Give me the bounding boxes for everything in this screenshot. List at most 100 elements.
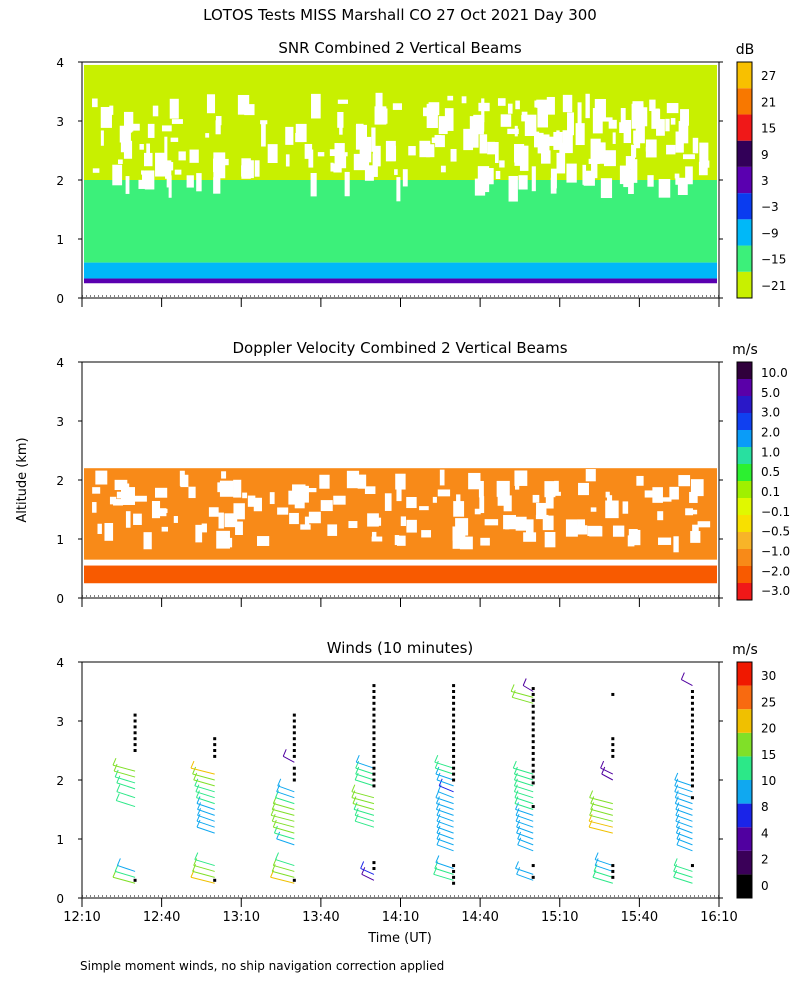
wind-barb-flag [195, 784, 200, 792]
doppler-gap [689, 491, 698, 503]
wind-barb [196, 797, 215, 805]
wind-barb [355, 779, 375, 787]
snr-gap [670, 118, 676, 125]
wind-barb [272, 808, 295, 816]
missing-wind-marker [292, 725, 296, 729]
snr-gap [630, 159, 638, 183]
wind-barb-flag [116, 784, 121, 792]
snr-gap [215, 177, 220, 193]
wind-barb-flag [512, 760, 517, 769]
snr-gap [567, 112, 574, 136]
snr-gap [500, 114, 512, 127]
x-tick-label: 15:10 [541, 910, 578, 925]
snr-gap [562, 130, 573, 154]
colorbar-swatch [737, 481, 752, 498]
missing-wind-marker [531, 722, 535, 726]
wind-barb-flag [434, 760, 439, 769]
missing-wind-marker [213, 878, 217, 882]
colorbar-swatch [737, 396, 752, 413]
missing-wind-marker [372, 749, 376, 752]
snr-gap [295, 123, 307, 143]
wind-barb-flag [673, 870, 678, 878]
snr-gap [152, 105, 159, 117]
snr-gap [267, 144, 278, 163]
snr-gap [374, 106, 387, 125]
missing-wind-marker [690, 737, 694, 741]
snr-gap [461, 96, 467, 104]
doppler-gap [395, 473, 406, 490]
wind-barb [512, 696, 534, 704]
x-tick-label: 12:40 [143, 910, 180, 925]
wind-barb [272, 820, 295, 828]
doppler-gap [92, 487, 101, 494]
y-tick-label: 1 [56, 833, 64, 847]
snr-gap [396, 177, 401, 202]
wind-barb [516, 826, 534, 834]
missing-wind-marker [372, 690, 376, 693]
colorbar-swatch [737, 114, 752, 141]
doppler-gap [114, 479, 128, 491]
doppler-gap [690, 479, 704, 497]
missing-wind-marker [531, 734, 535, 738]
x-tick-label: 14:40 [461, 910, 498, 925]
missing-wind-marker [372, 867, 376, 870]
wind-barb-flag [516, 819, 521, 828]
colorbar-swatch [737, 413, 752, 430]
wind-barb-flag [674, 796, 679, 804]
wind-barb [436, 820, 454, 828]
doppler-gap [468, 472, 481, 490]
snr-gap [585, 93, 590, 119]
doppler-gap [658, 537, 672, 545]
snr-gap [391, 145, 397, 161]
doppler-gap [161, 526, 169, 532]
missing-wind-marker [452, 731, 456, 735]
doppler-gap [327, 524, 338, 536]
wind-barb [355, 820, 375, 828]
snr-gap [178, 151, 186, 161]
colorbar-swatch [737, 166, 752, 194]
doppler-gap [233, 479, 242, 498]
wind-barb-flag [600, 760, 605, 769]
doppler-layer [84, 565, 717, 584]
doppler-gap [496, 480, 510, 497]
wind-barb [352, 803, 375, 810]
wind-barb [282, 755, 295, 763]
snr-gap [531, 166, 536, 192]
doppler-gap [542, 515, 554, 531]
doppler-gap [333, 495, 346, 505]
missing-wind-marker [531, 763, 535, 767]
colorbar-tick-label: −3.0 [761, 584, 790, 598]
wind-barb [436, 838, 454, 846]
snr-gap [495, 170, 501, 180]
missing-wind-marker [690, 784, 694, 788]
y-tick-label: 4 [56, 56, 64, 70]
doppler-gap [432, 496, 437, 503]
y-tick-label: 3 [56, 715, 64, 729]
snr-gap [487, 141, 496, 155]
missing-wind-marker [133, 737, 137, 741]
snr-gap [631, 103, 644, 129]
colorbar-swatch [737, 566, 752, 583]
snr-gap [499, 160, 505, 168]
wind-barb [353, 808, 375, 816]
wind-barb [588, 820, 613, 828]
missing-wind-marker [452, 695, 456, 699]
snr-gap [123, 140, 133, 159]
missing-wind-marker [452, 760, 456, 764]
doppler-gap [484, 519, 499, 526]
wind-barb-flag [675, 802, 680, 810]
wind-barb [197, 814, 215, 822]
colorbar-tick-label: 1.0 [761, 445, 780, 459]
snr-gap [440, 165, 446, 173]
missing-wind-marker [372, 719, 376, 723]
colorbar-swatch [737, 140, 752, 167]
wind-barb-flag [282, 749, 287, 757]
doppler-gap [227, 537, 233, 548]
snr-gap [562, 94, 573, 113]
colorbar-swatch [737, 532, 752, 549]
snr-gap [155, 152, 166, 177]
doppler-gap [622, 501, 629, 514]
wind-barb [436, 814, 454, 822]
wind-barb-flag [272, 819, 277, 828]
doppler-field [84, 468, 717, 584]
